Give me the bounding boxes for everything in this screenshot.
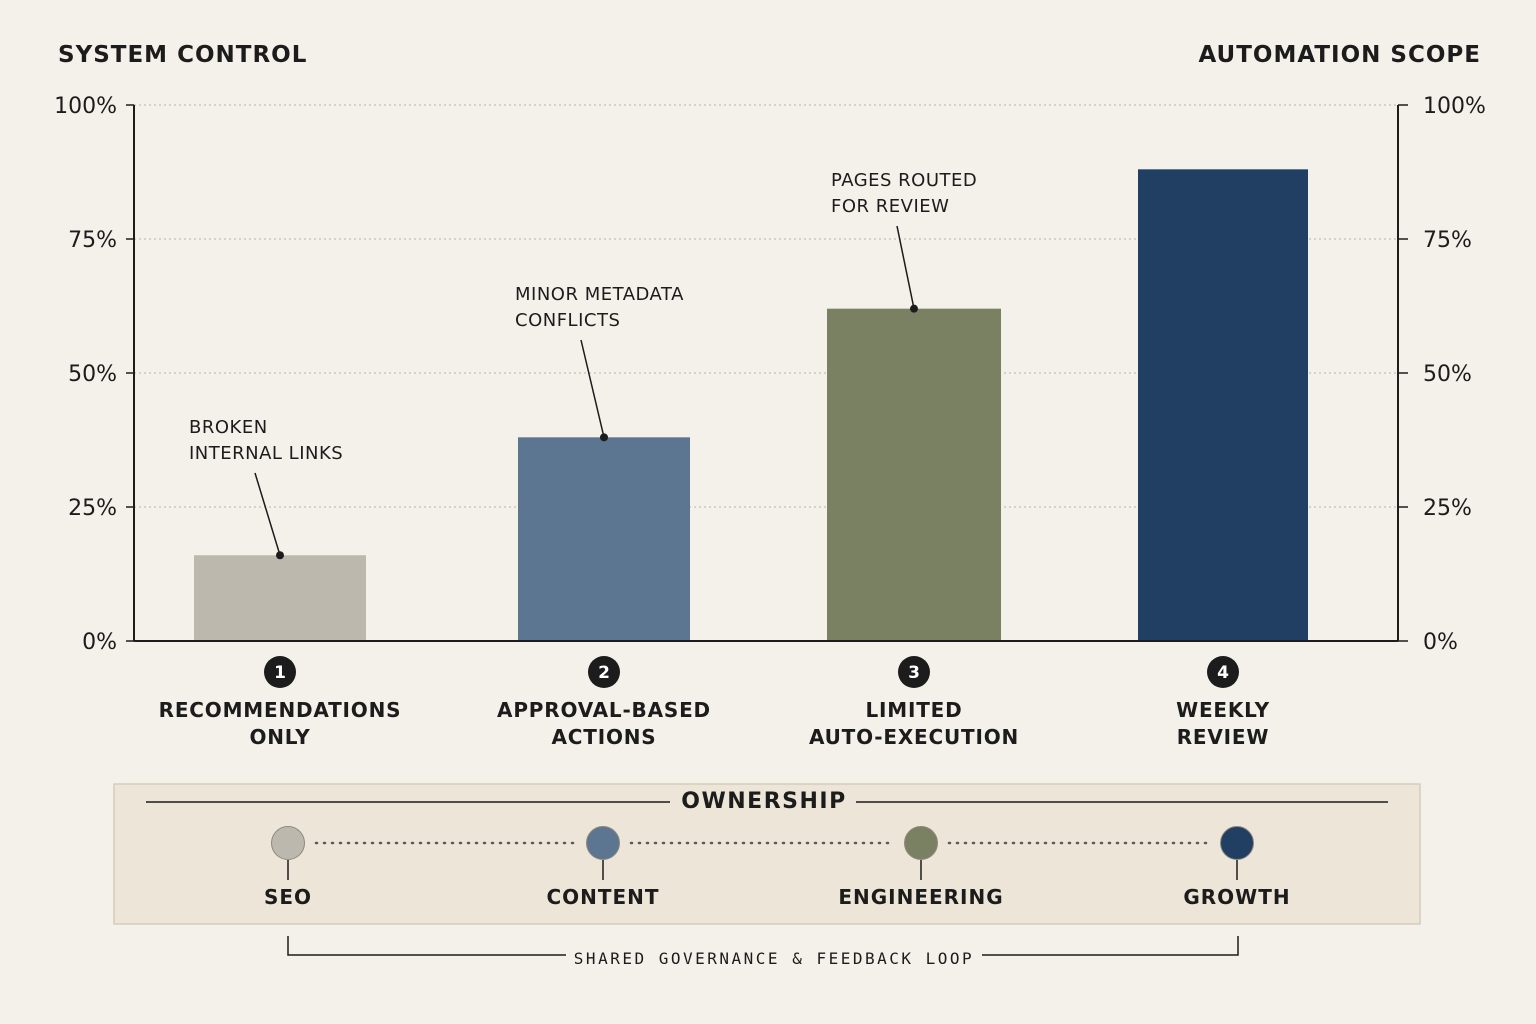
team-dot [1220,826,1254,860]
step-badge [898,656,930,688]
team-label: GROWTH [1183,885,1290,909]
y-tick-label-right: 0% [1423,630,1458,655]
annotation-label: FOR REVIEW [831,196,949,217]
category-label: APPROVAL-BASED [497,698,711,722]
annotation-dot [910,304,918,313]
y-tick-label-left: 75% [68,228,117,253]
ownership-title: OWNERSHIP [681,789,846,814]
loop-label: SHARED GOVERNANCE & FEEDBACK LOOP [574,949,974,968]
annotation-label: MINOR METADATA [515,284,684,305]
step-number: 1 [274,663,286,683]
bar [1138,169,1308,641]
annotation-label: INTERNAL LINKS [189,443,343,464]
step-number: 4 [1217,663,1229,683]
category-label: WEEKLY [1176,698,1270,722]
loop-bracket-right [982,936,1239,956]
bars [194,169,1308,641]
annotation-leader [580,339,605,438]
category-label: LIMITED [865,698,962,722]
ownership-panel-bg [113,783,1421,925]
category-label: AUTO-EXECUTION [809,725,1019,749]
category-label: ACTIONS [552,725,657,749]
ownership-teams: SEO CONTENT ENGINEERING GROWTH [264,826,1290,909]
loop-bracket-left [287,936,566,956]
step-number: 3 [908,663,920,683]
annotation-label: CONFLICTS [515,310,620,331]
y-tick-label-right: 25% [1423,496,1472,521]
y-tick-label-left: 25% [68,496,117,521]
step-badge [264,656,296,688]
category-label: REVIEW [1177,725,1270,749]
left-axis-title: SYSTEM CONTROL [58,42,307,68]
right-axis-title: AUTOMATION SCOPE [1198,42,1481,68]
category-label: ONLY [249,725,310,749]
y-tick-label-left: 0% [82,630,117,655]
feedback-loop: SHARED GOVERNANCE & FEEDBACK LOOP [287,936,1239,968]
category-label: RECOMMENDATIONS [159,698,402,722]
team-label: ENGINEERING [838,885,1003,909]
team-label: CONTENT [546,885,659,909]
ownership-panel: OWNERSHIP SEO CONTENT ENGINEERING GROWTH [113,783,1421,925]
bar [518,437,690,641]
annotations: BROKEN INTERNAL LINKS MINOR METADATA CONFLI… [189,170,977,560]
y-tick-label-left: 100% [54,94,117,119]
team-dot [904,826,938,860]
step-number: 2 [598,663,610,683]
category-labels: 1 RECOMMENDATIONS ONLY 2 APPROVAL-BASED ACTIO… [159,656,1270,749]
step-badge [588,656,620,688]
annotation-leader [896,225,915,309]
bar [194,555,366,641]
team-dot [586,826,620,860]
y-tick-label-right: 75% [1423,228,1472,253]
y-tick-label-left: 50% [68,362,117,387]
gridlines [134,104,1398,508]
y-tick-label-right: 50% [1423,362,1472,387]
annotation-label: PAGES ROUTED [831,170,977,191]
annotation-label: BROKEN [189,417,268,438]
step-badge [1207,656,1239,688]
bar [827,308,1001,641]
annotation-dot [276,551,284,560]
axes: 0% 0% 25% 25% 50% 50% 75% 75% 100% 100% [54,94,1486,655]
team-dot [271,826,305,860]
y-tick-label-right: 100% [1423,94,1486,119]
team-label: SEO [264,885,312,909]
annotation-dot [600,433,608,442]
annotation-leader [254,472,281,556]
